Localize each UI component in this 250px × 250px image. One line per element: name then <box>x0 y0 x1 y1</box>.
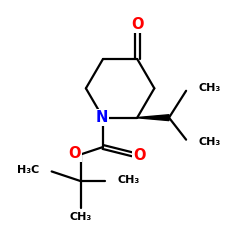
Text: O: O <box>68 146 80 160</box>
Text: CH₃: CH₃ <box>70 212 92 222</box>
Text: CH₃: CH₃ <box>198 137 220 147</box>
Text: N: N <box>96 110 108 125</box>
Polygon shape <box>137 115 169 120</box>
Text: H₃C: H₃C <box>17 165 40 175</box>
Text: CH₃: CH₃ <box>118 175 140 185</box>
Text: CH₃: CH₃ <box>198 83 220 93</box>
Text: O: O <box>131 17 143 32</box>
Text: O: O <box>134 148 146 163</box>
